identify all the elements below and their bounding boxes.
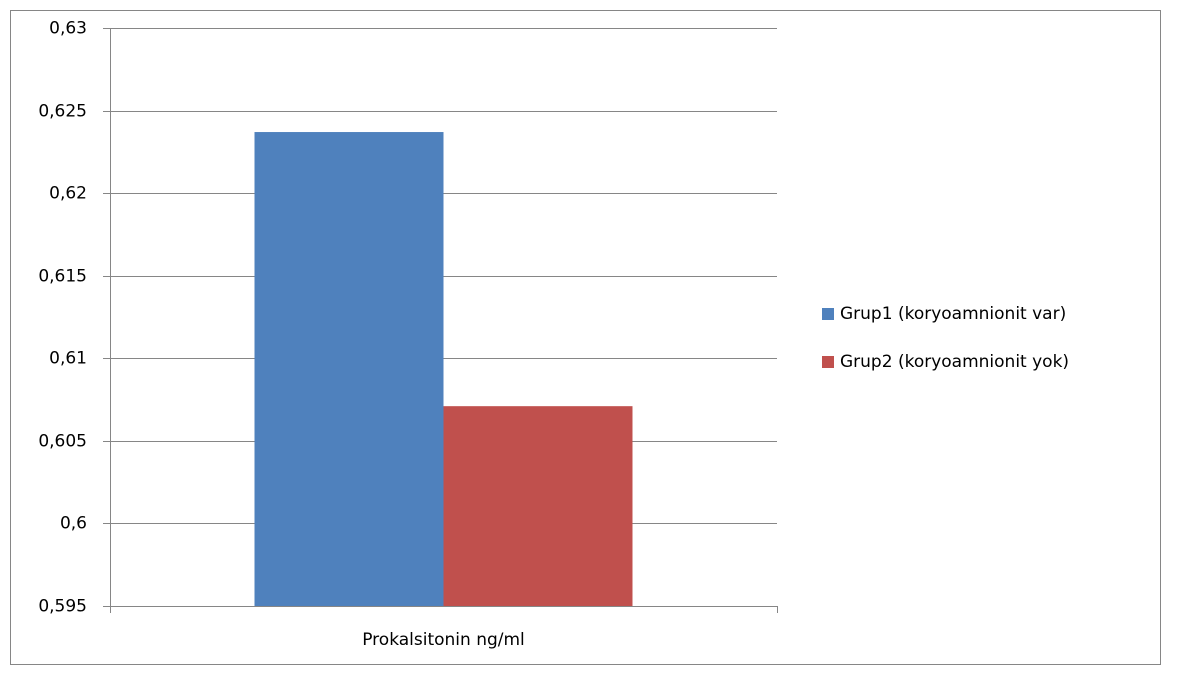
- y-tick-label: 0,605: [38, 432, 87, 452]
- legend-swatch: [822, 356, 834, 368]
- bar: [254, 132, 444, 607]
- y-tick-label: 0,61: [49, 349, 87, 369]
- legend-label: Grup2 (koryoamnionit yok): [840, 352, 1069, 372]
- legend-swatch: [822, 308, 834, 320]
- legend-label: Grup1 (koryoamnionit var): [840, 304, 1066, 324]
- y-tick-label: 0,625: [38, 102, 87, 122]
- y-tick-label: 0,6: [60, 514, 87, 534]
- bar: [443, 406, 633, 606]
- y-tick-label: 0,615: [38, 267, 87, 287]
- y-tick-label: 0,595: [38, 597, 87, 617]
- y-tick-label: 0,62: [49, 184, 87, 204]
- x-tick-label: Prokalsitonin ng/ml: [362, 630, 525, 650]
- y-tick-label: 0,63: [49, 19, 87, 39]
